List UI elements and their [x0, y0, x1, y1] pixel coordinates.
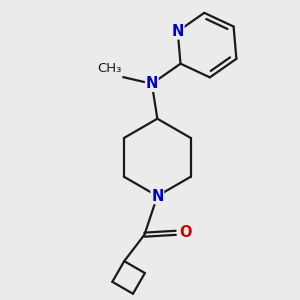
Text: CH₃: CH₃: [97, 62, 121, 75]
Text: N: N: [146, 76, 158, 91]
Text: N: N: [151, 188, 164, 203]
Text: N: N: [172, 24, 184, 39]
Text: O: O: [179, 225, 192, 240]
